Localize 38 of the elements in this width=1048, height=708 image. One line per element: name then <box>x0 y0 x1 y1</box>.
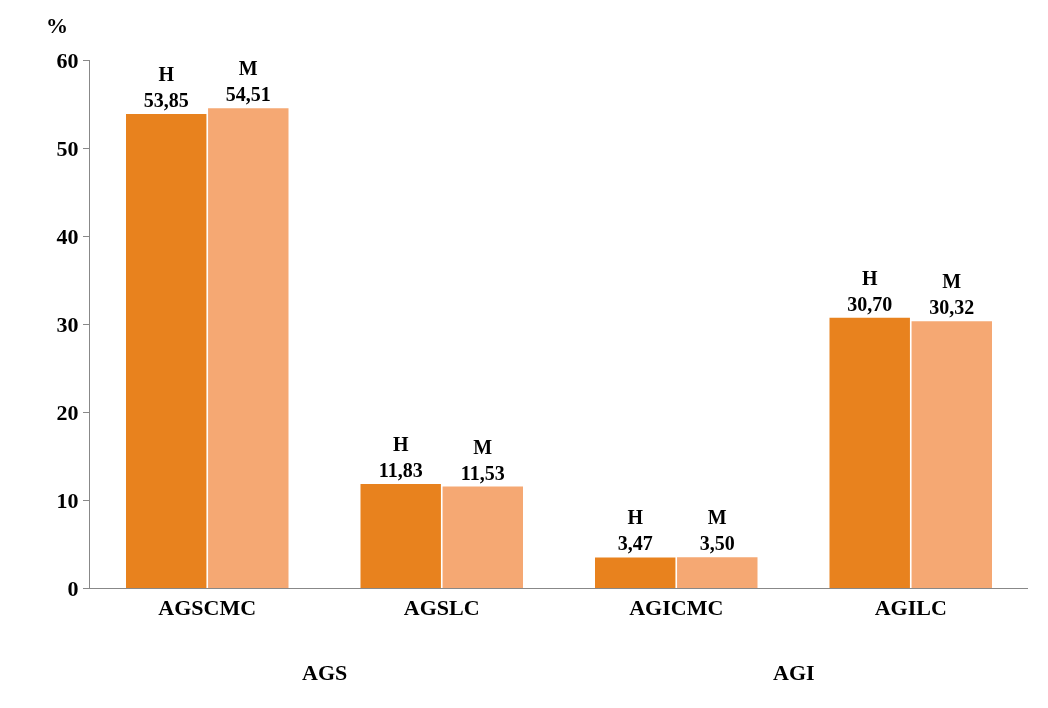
text: H <box>627 506 643 529</box>
bar <box>360 483 441 588</box>
x-tick-label: AGSLC <box>403 595 480 621</box>
text: AGS <box>302 660 348 685</box>
data-label: 30,32 <box>929 296 975 319</box>
y-axis-title: % <box>46 13 68 38</box>
bar <box>595 557 676 588</box>
bar <box>126 114 207 588</box>
text: M <box>942 270 962 293</box>
data-label: 3,50 <box>699 532 735 555</box>
x-tick-label: AGILC <box>874 595 947 621</box>
text: M <box>473 435 493 458</box>
data-label: 30,70 <box>847 292 893 315</box>
data-label: 54,51 <box>225 83 271 106</box>
data-label: 53,85 <box>143 89 189 112</box>
y-tick-label: 10 <box>56 487 79 513</box>
y-tick-label: 0 <box>67 575 79 601</box>
bar <box>911 321 992 588</box>
data-label: 11,83 <box>378 458 423 481</box>
data-label: 3,47 <box>617 532 653 555</box>
series-label: H <box>158 63 175 86</box>
bar <box>208 108 289 588</box>
x-tick-label: AGSCMC <box>158 595 257 621</box>
bar <box>677 557 758 588</box>
bar <box>442 486 523 588</box>
text: H <box>861 266 878 289</box>
text: H <box>392 432 409 455</box>
y-tick-label: 20 <box>56 399 79 425</box>
data-label: 11,53 <box>460 461 505 484</box>
y-tick-label: 30 <box>56 311 79 337</box>
y-tick-label: 50 <box>56 135 79 161</box>
x-tick-label: AGICMC <box>629 595 724 621</box>
text: AGI <box>773 660 815 685</box>
text: M <box>707 506 727 529</box>
bar <box>829 317 910 588</box>
series-label: M <box>238 57 258 80</box>
y-tick-label: 60 <box>56 47 79 73</box>
y-tick-label: 40 <box>56 223 79 249</box>
